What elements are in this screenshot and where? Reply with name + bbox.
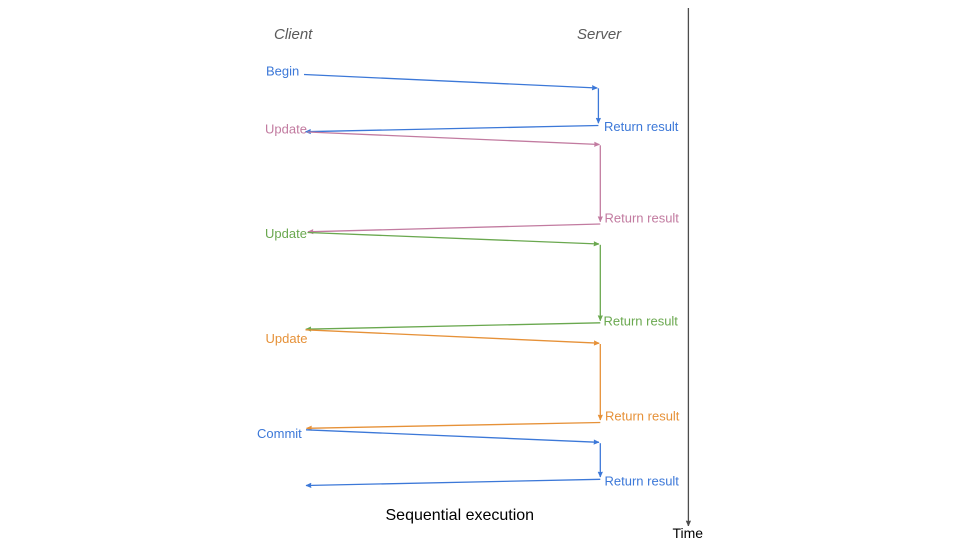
svg-text:Commit: Commit [257,426,302,441]
svg-text:Server: Server [577,26,622,43]
svg-text:Client: Client [274,26,313,43]
svg-text:Sequential execution: Sequential execution [386,507,535,524]
svg-text:Return result: Return result [605,473,680,488]
svg-text:Return result: Return result [605,211,680,226]
svg-text:Update: Update [265,122,307,137]
svg-text:Update: Update [265,226,307,241]
svg-text:Return result: Return result [605,409,680,424]
svg-text:Begin: Begin [266,64,299,79]
svg-text:Return result: Return result [604,119,679,134]
svg-text:Update: Update [266,331,308,346]
svg-text:Return result: Return result [604,314,679,329]
svg-text:Time: Time [673,525,704,540]
